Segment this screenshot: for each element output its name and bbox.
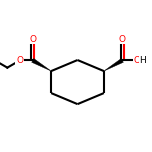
Text: O: O <box>29 35 36 45</box>
Polygon shape <box>104 59 123 71</box>
Text: O: O <box>16 56 23 65</box>
Text: H: H <box>139 56 146 65</box>
Polygon shape <box>32 59 51 71</box>
Text: O: O <box>119 35 126 45</box>
Text: OH: OH <box>134 56 147 65</box>
